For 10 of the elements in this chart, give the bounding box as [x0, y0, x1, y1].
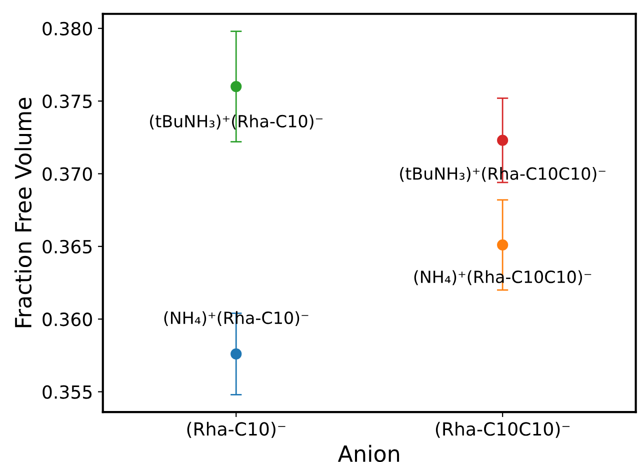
- x-tick-label: (Rha-C10C10)⁻: [436, 422, 570, 438]
- y-tick-label: 0.375: [42, 94, 92, 108]
- y-tick-label: 0.365: [42, 240, 92, 254]
- y-tick-label: 0.380: [42, 22, 92, 36]
- y-tick-label: 0.370: [42, 167, 92, 181]
- y-tick-label: 0.360: [42, 312, 92, 326]
- y-axis-title: Fraction Free Volume: [14, 98, 32, 328]
- y-tick-label: 0.355: [42, 385, 92, 399]
- x-tick-label: (Rha-C10)⁻: [187, 422, 286, 438]
- x-axis-title: Anion: [338, 444, 400, 462]
